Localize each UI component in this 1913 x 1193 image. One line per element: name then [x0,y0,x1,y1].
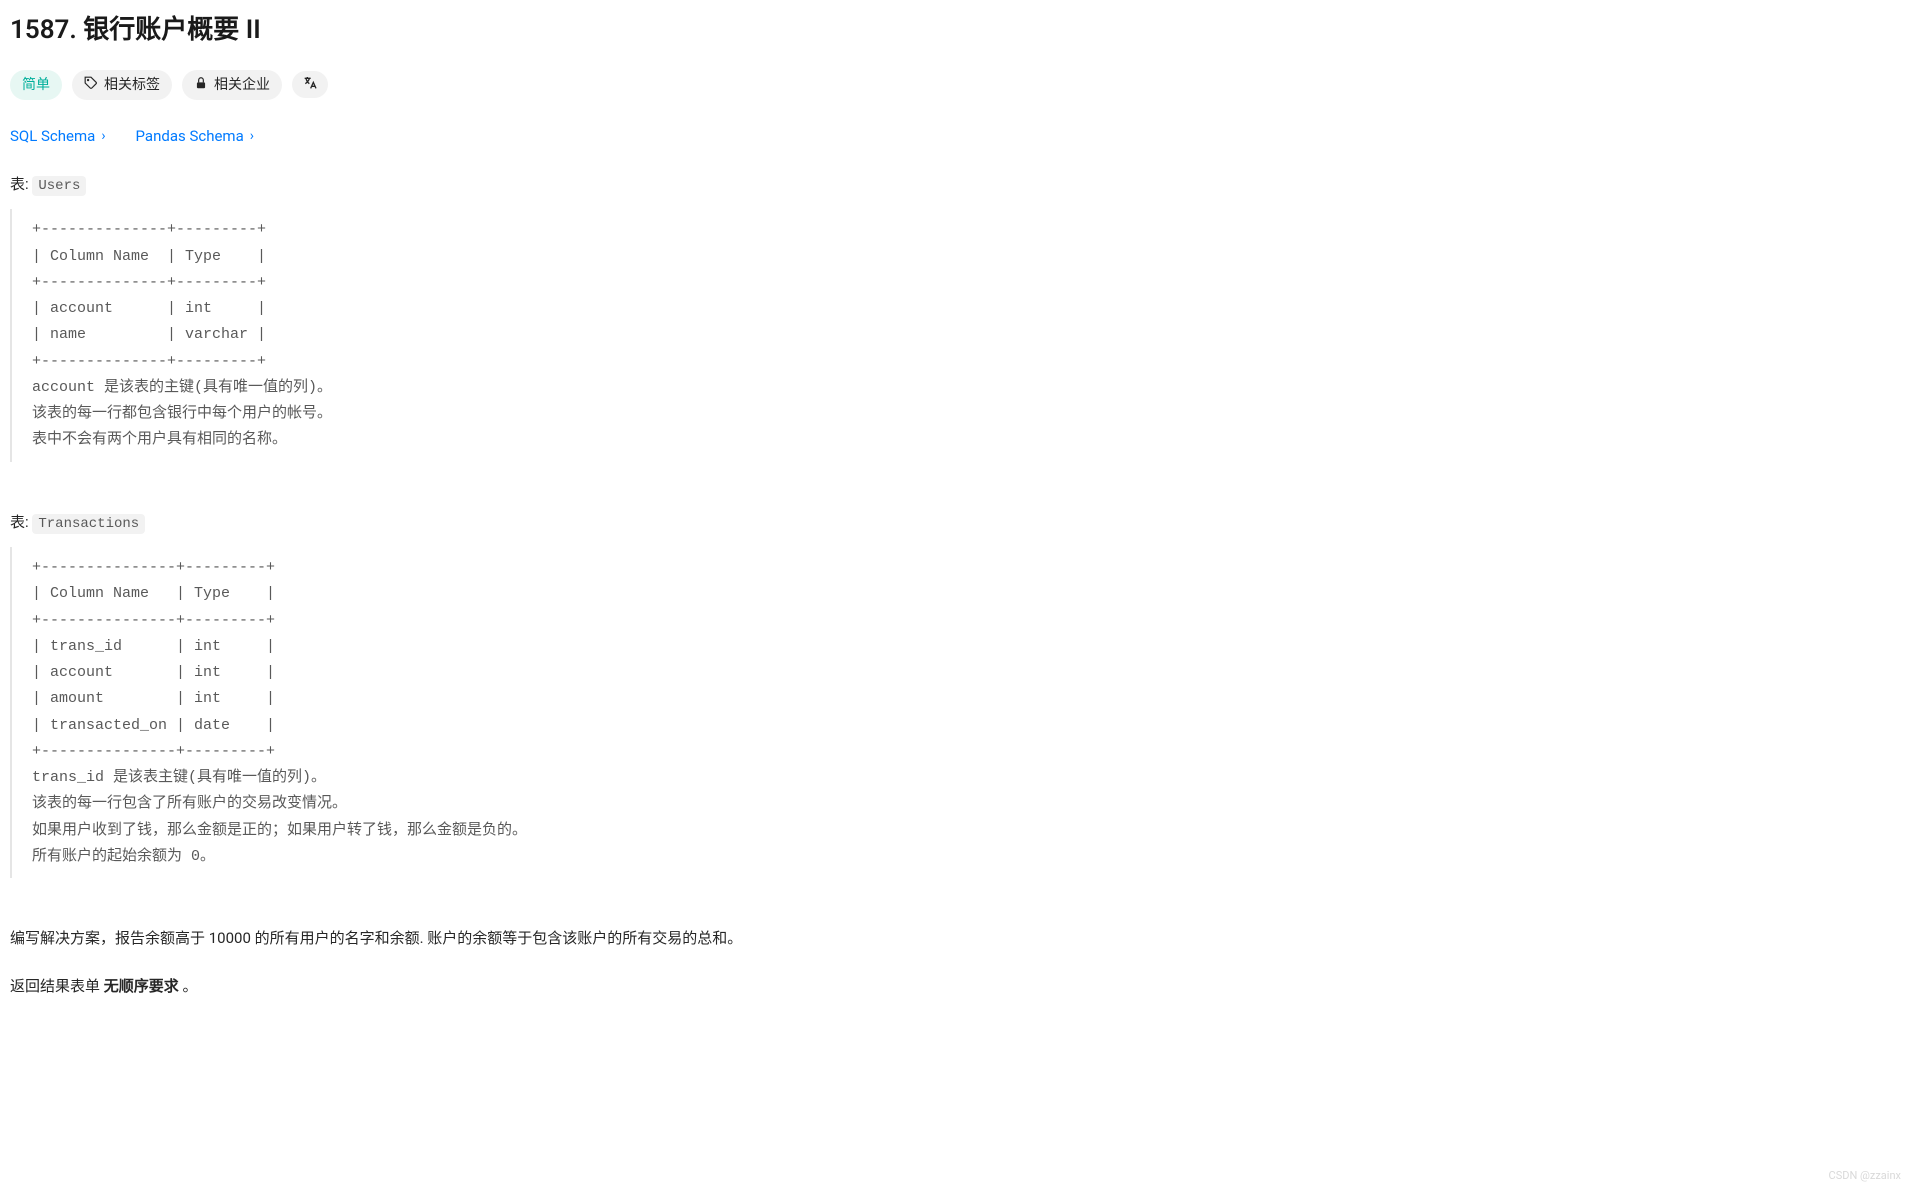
problem-title: 1587. 银行账户概要 II [10,10,1903,52]
return-text: 返回结果表单 无顺序要求 。 [10,974,1903,998]
users-table-name: Users [32,176,86,196]
transactions-table-name: Transactions [32,514,145,534]
users-table-schema: +--------------+---------+ | Column Name… [10,209,1903,461]
transactions-table-label: 表: Transactions [10,510,1903,535]
tags-badge[interactable]: 相关标签 [72,70,172,100]
pandas-schema-label: Pandas Schema [136,124,244,148]
badge-row: 简单 相关标签 相关企业 [10,70,1903,100]
chevron-right-icon: › [250,125,254,147]
tags-label: 相关标签 [104,74,160,96]
lock-icon [194,76,208,93]
users-table-label: 表: Users [10,172,1903,197]
transactions-table-schema: +---------------+---------+ | Column Nam… [10,547,1903,878]
sql-schema-link[interactable]: SQL Schema › [10,124,106,148]
translate-icon [302,75,318,94]
watermark: CSDN @zzainx [1829,1167,1901,1185]
companies-label: 相关企业 [214,74,270,96]
translate-badge[interactable] [292,71,328,98]
sql-schema-label: SQL Schema [10,124,95,148]
difficulty-badge[interactable]: 简单 [10,70,62,100]
schema-links: SQL Schema › Pandas Schema › [10,124,1903,148]
tag-icon [84,76,98,93]
companies-badge[interactable]: 相关企业 [182,70,282,100]
instruction-text: 编写解决方案，报告余额高于 10000 的所有用户的名字和余额. 账户的余额等于… [10,926,1903,950]
chevron-right-icon: › [101,125,105,147]
pandas-schema-link[interactable]: Pandas Schema › [136,124,254,148]
